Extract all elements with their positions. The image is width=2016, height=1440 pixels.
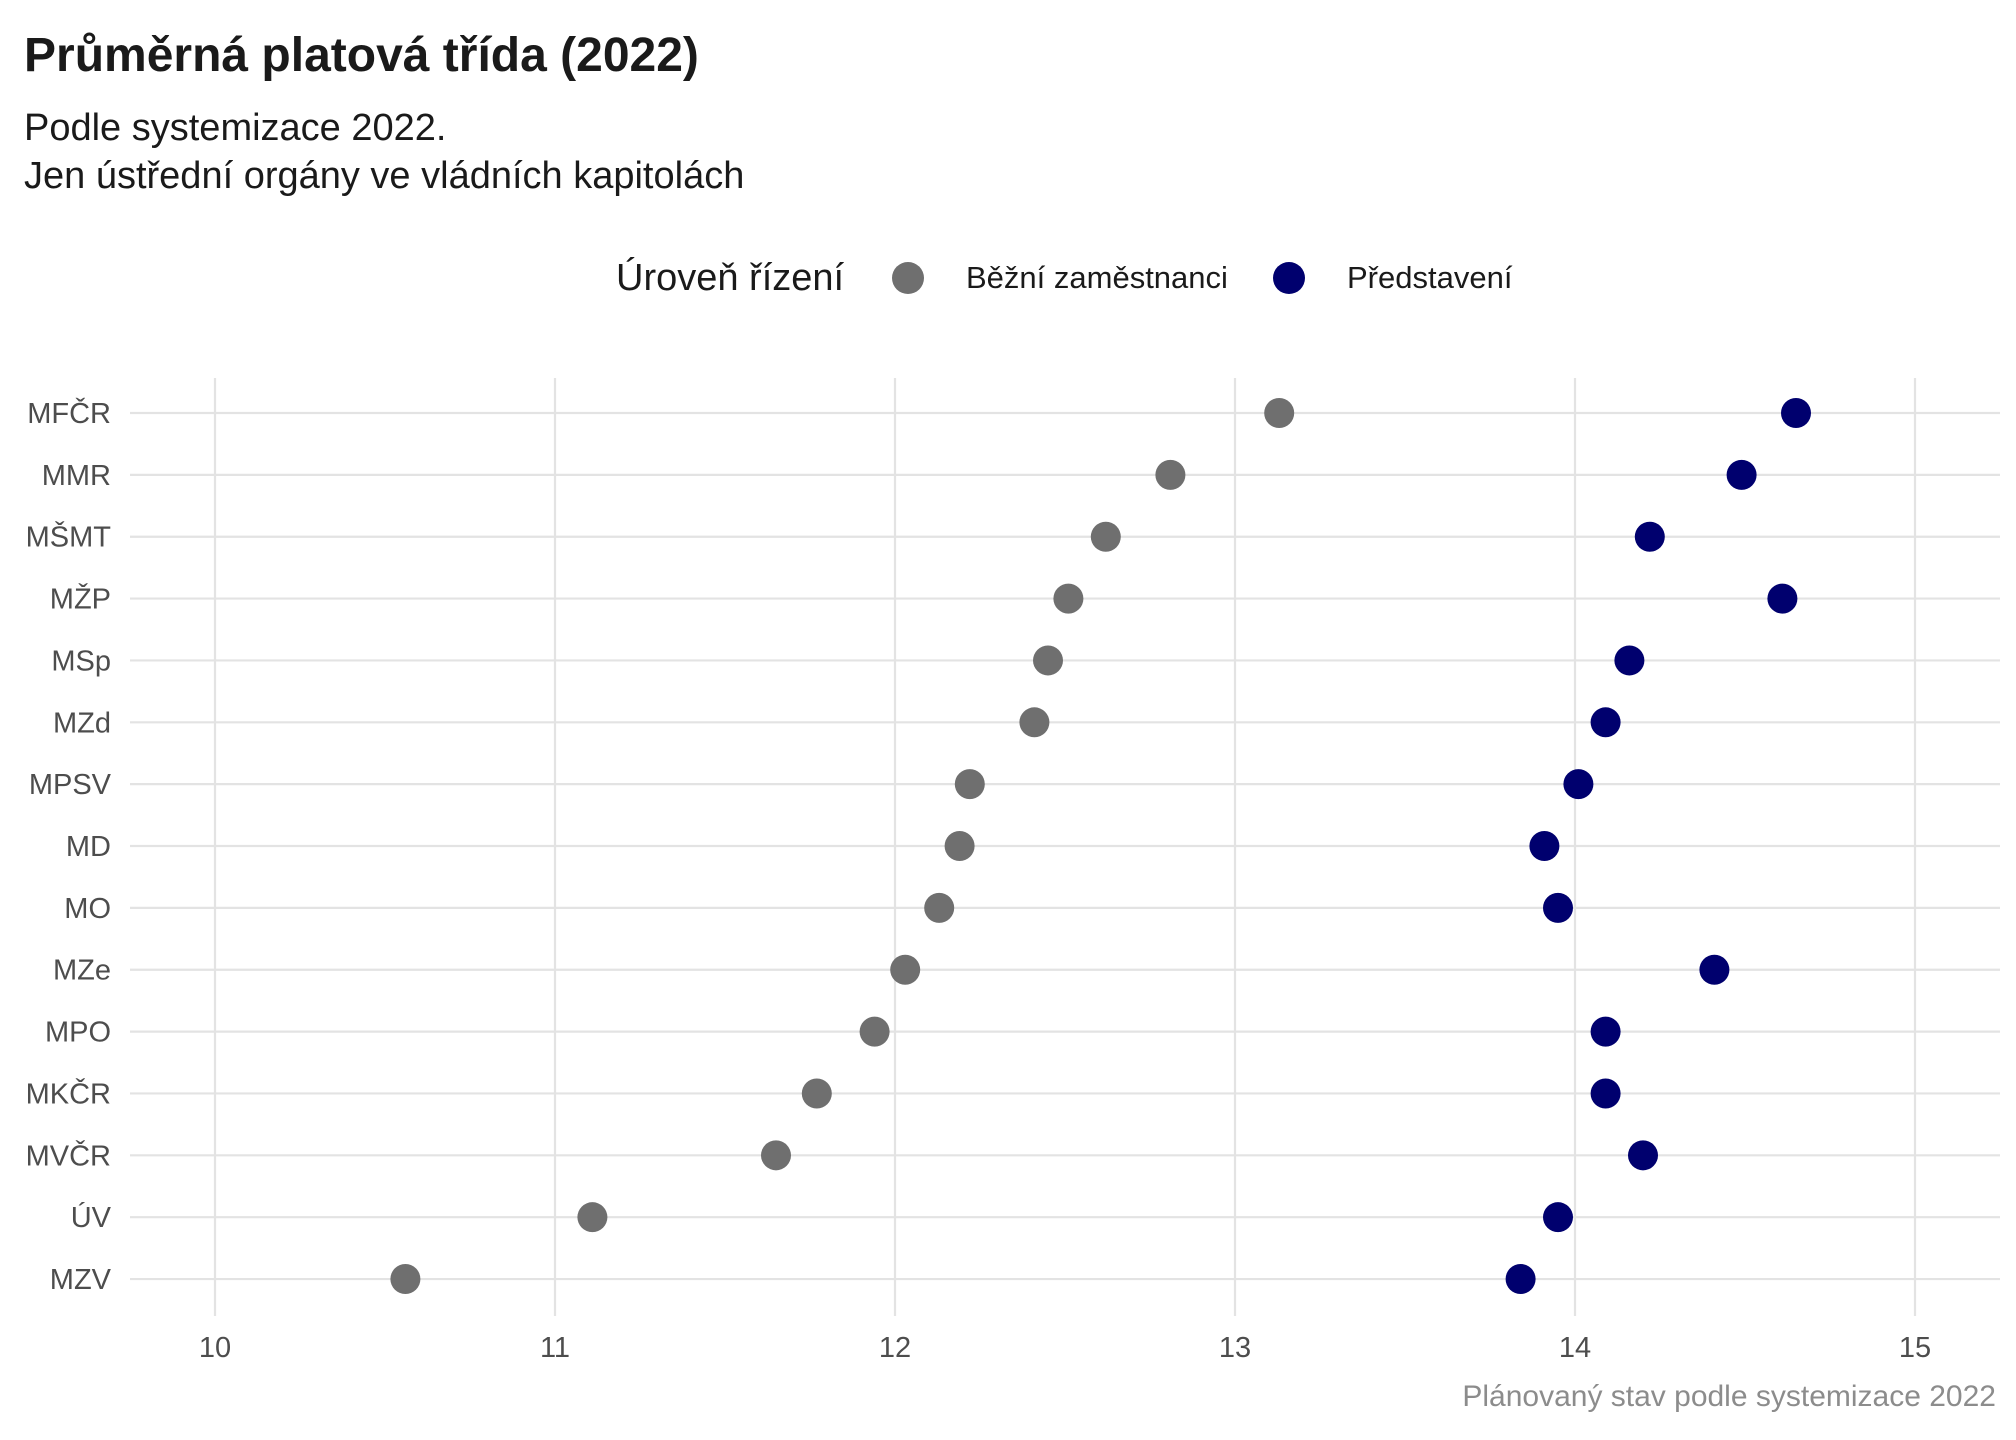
legend-label-predstaveni: Představení — [1347, 260, 1513, 295]
y-tick-label: MŠMT — [26, 520, 112, 554]
point-bezni-zamestnanci — [1155, 459, 1186, 490]
point-bezni-zamestnanci — [924, 892, 955, 923]
y-tick-label: MD — [66, 831, 111, 863]
point-bezni-zamestnanci — [954, 769, 985, 800]
point-predstaveni — [1590, 707, 1621, 738]
point-predstaveni — [1543, 892, 1573, 923]
y-tick-label: MŽP — [50, 583, 111, 616]
legend-key-predstaveni — [1273, 262, 1305, 294]
point-bezni-zamestnanci — [1053, 583, 1084, 614]
chart-caption: Plánovaný stav podle systemizace 2022 — [1462, 1380, 1996, 1413]
x-tick-label: 10 — [199, 1332, 231, 1364]
point-predstaveni — [1726, 459, 1757, 490]
point-bezni-zamestnanci — [801, 1078, 832, 1109]
y-tick-label: MKČR — [26, 1076, 111, 1110]
y-tick-label: MSp — [51, 645, 111, 677]
point-predstaveni — [1529, 831, 1560, 862]
y-tick-label: MPSV — [29, 769, 112, 801]
point-bezni-zamestnanci — [577, 1202, 608, 1233]
point-predstaveni — [1767, 583, 1798, 614]
chart-title: Průměrná platová třída (2022) — [24, 29, 699, 82]
y-tick-label: MFČR — [27, 396, 111, 430]
subtitle-line-1: Podle systemizace 2022. — [24, 107, 447, 149]
point-predstaveni — [1634, 521, 1665, 552]
point-predstaveni — [1505, 1264, 1536, 1295]
point-bezni-zamestnanci — [1033, 645, 1063, 676]
y-tick-label: MPO — [45, 1017, 111, 1049]
x-tick-label: 14 — [1559, 1332, 1591, 1364]
point-bezni-zamestnanci — [944, 831, 975, 862]
y-tick-label: MZV — [50, 1264, 112, 1296]
point-bezni-zamestnanci — [390, 1264, 421, 1295]
point-bezni-zamestnanci — [859, 1016, 890, 1047]
y-tick-label: MO — [64, 893, 111, 925]
x-tick-label: 12 — [879, 1332, 911, 1364]
point-bezni-zamestnanci — [890, 954, 921, 985]
point-predstaveni — [1699, 954, 1730, 985]
x-tick-label: 13 — [1219, 1332, 1251, 1364]
legend-label-bezni: Běžní zaměstnanci — [966, 260, 1228, 295]
point-predstaveni — [1590, 1078, 1621, 1109]
point-predstaveni — [1563, 769, 1594, 800]
y-tick-label: MVČR — [26, 1138, 111, 1172]
point-predstaveni — [1543, 1202, 1573, 1233]
y-tick-label: MZd — [53, 707, 111, 739]
y-tick-label: ÚV — [71, 1201, 112, 1234]
point-bezni-zamestnanci — [1090, 521, 1121, 552]
y-tick-label: MZe — [53, 955, 111, 987]
y-tick-label: MMR — [42, 460, 111, 492]
point-predstaveni — [1590, 1016, 1621, 1047]
point-bezni-zamestnanci — [1019, 707, 1050, 738]
legend-key-bezni — [892, 262, 924, 294]
legend: Úroveň řízení Běžní zaměstnanci Představ… — [0, 250, 2016, 310]
point-predstaveni — [1781, 398, 1811, 428]
legend-title: Úroveň řízení — [616, 257, 845, 299]
point-predstaveni — [1614, 645, 1645, 676]
point-bezni-zamestnanci — [1264, 398, 1295, 428]
subtitle-line-2: Jen ústřední orgány ve vládních kapitolá… — [24, 155, 745, 197]
point-bezni-zamestnanci — [761, 1140, 791, 1171]
x-tick-label: 15 — [1899, 1332, 1931, 1364]
x-tick-label: 11 — [540, 1332, 570, 1364]
point-predstaveni — [1628, 1140, 1658, 1171]
chart-subtitle: Podle systemizace 2022. Jen ústřední org… — [24, 104, 744, 200]
